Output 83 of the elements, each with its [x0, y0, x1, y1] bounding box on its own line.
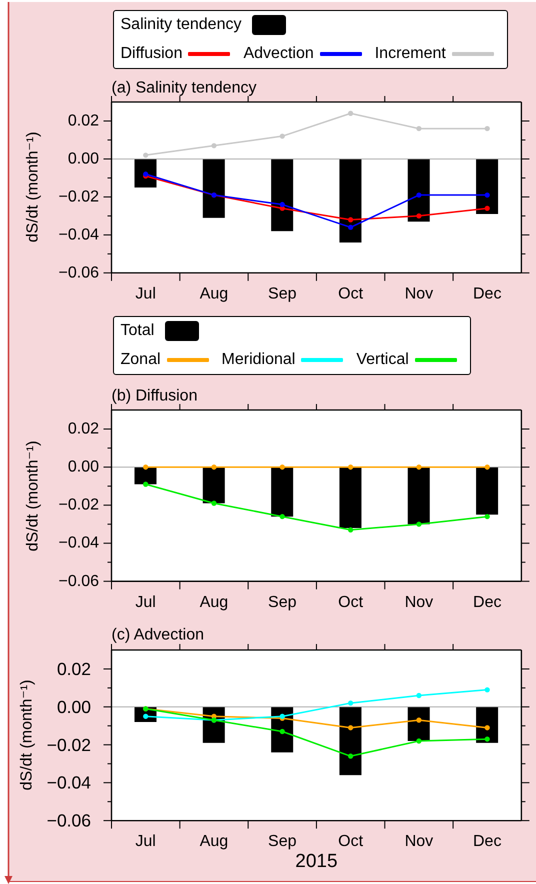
y-tick-label: 0.00 [68, 458, 100, 476]
point [280, 728, 285, 734]
x-tick-label: Dec [473, 594, 502, 611]
y-tick-label: −0.04 [58, 534, 100, 552]
point [280, 514, 285, 520]
y-axis-title: dS/dt (month⁻¹) [24, 440, 42, 552]
y-tick-label: −0.04 [46, 772, 92, 792]
point [348, 700, 354, 706]
point [484, 206, 490, 211]
x-tick-label: Oct [338, 285, 364, 302]
point [348, 217, 354, 222]
point [416, 126, 422, 132]
x-axis-title: 2015 [294, 851, 339, 873]
point [484, 464, 490, 470]
y-axis-title: dS/dt (month⁻¹) [24, 132, 42, 243]
chart-title: (b) Diffusion [112, 386, 198, 405]
x-tick-label: Jul [135, 285, 156, 302]
chart-title: (c) Advection [112, 626, 204, 644]
y-axis-title: dS/dt (month⁻¹) [18, 680, 36, 790]
y-tick-label: −0.06 [46, 810, 92, 830]
y-tick-label: −0.06 [58, 264, 100, 282]
x-tick-label: Sep [268, 594, 297, 611]
chart-title: (a) Salinity tendency [112, 78, 256, 98]
legend-label: Vertical [356, 350, 409, 369]
y-tick-label: −0.06 [58, 572, 100, 590]
point [484, 736, 490, 742]
point [143, 464, 148, 470]
point [484, 514, 490, 520]
point [484, 724, 490, 730]
point [348, 110, 354, 116]
point [348, 753, 354, 759]
x-tick-label: Aug [200, 832, 228, 850]
point [416, 717, 422, 723]
y-tick-label: −0.04 [58, 226, 100, 244]
x-tick-label: Oct [338, 832, 364, 850]
x-tick-label: Sep [268, 285, 297, 302]
x-tick-label: Nov [404, 285, 434, 302]
point [484, 687, 490, 692]
x-tick-label: Nov [404, 594, 434, 611]
point [416, 213, 422, 218]
point [211, 500, 217, 506]
point [280, 133, 285, 139]
point [143, 482, 148, 488]
point [348, 527, 354, 533]
y-tick-label: −0.02 [46, 734, 92, 755]
x-tick-label: Aug [200, 285, 228, 302]
point [280, 464, 285, 470]
y-tick-label: −0.02 [58, 188, 100, 206]
point [348, 724, 354, 730]
point [484, 126, 490, 132]
point [416, 692, 422, 698]
point [484, 192, 490, 198]
x-tick-label: Jul [135, 594, 156, 611]
x-tick-label: Dec [473, 832, 502, 850]
x-tick-label: Dec [473, 285, 502, 302]
legend-label: Diffusion [120, 44, 182, 63]
point [348, 464, 354, 470]
x-tick-label: Nov [404, 832, 434, 850]
x-tick-label: Aug [200, 594, 228, 611]
legend-label: Advection [243, 44, 314, 63]
y-tick-label: 0.00 [68, 150, 100, 168]
legend-label: Meridional [222, 350, 296, 369]
y-tick-label: −0.02 [58, 496, 100, 514]
point [280, 202, 285, 208]
x-tick-label: Oct [338, 594, 364, 611]
point [143, 152, 148, 158]
point [348, 224, 354, 230]
y-tick-label: 0.00 [56, 696, 92, 717]
point [416, 192, 422, 198]
point [211, 142, 217, 148]
legend-label: Increment [374, 44, 446, 63]
point [416, 522, 422, 527]
y-tick-label: 0.02 [56, 658, 92, 679]
y-tick-label: 0.02 [68, 420, 100, 438]
point [416, 738, 422, 744]
point [416, 464, 422, 470]
y-tick-label: 0.02 [68, 112, 100, 130]
x-tick-label: Jul [135, 832, 156, 850]
x-tick-label: Sep [268, 832, 297, 850]
point [211, 464, 217, 470]
legend-label: Zonal [120, 350, 161, 369]
legend-label: Total [120, 322, 154, 340]
legend-label: Salinity tendency [120, 16, 242, 34]
